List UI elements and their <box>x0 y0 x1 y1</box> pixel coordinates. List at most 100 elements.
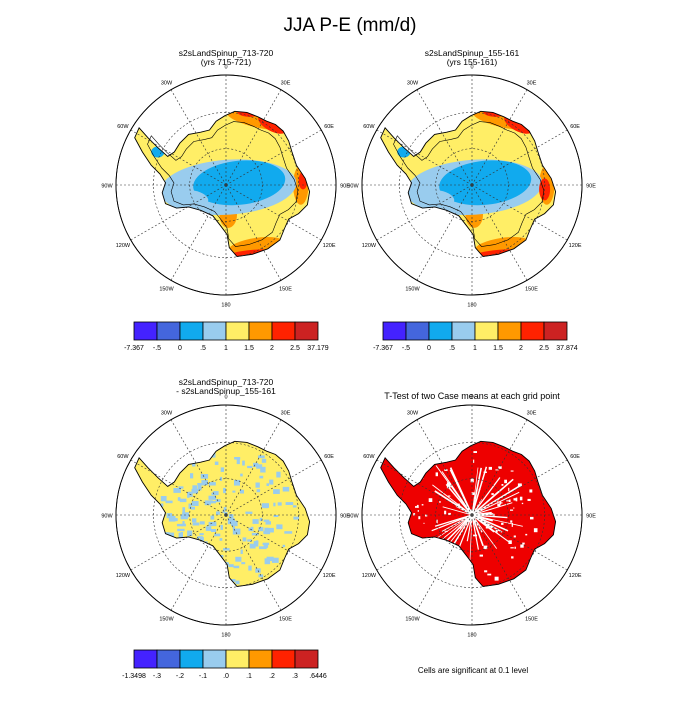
ttest-nonsignificant-cell <box>510 547 514 549</box>
cb3-tick-label: .0 <box>223 673 229 680</box>
diff-title-line: s2sLandSpinup_713-720 <box>179 377 274 387</box>
cb3-color-box <box>156 649 181 669</box>
ttest-nonsignificant-cell <box>501 484 504 486</box>
diff-low-cell <box>160 496 167 502</box>
diff-low-cell <box>211 500 217 504</box>
case1-lon-label: 120E <box>323 243 336 249</box>
case2-lon-label: 30E <box>527 80 537 86</box>
cb1-tick-label: 37.179 <box>307 345 329 352</box>
diff-low-cell <box>187 530 193 537</box>
case1-contour-line <box>147 121 299 247</box>
ttest-nonsignificant-cell <box>510 470 514 472</box>
ttest-lon-label: 30E <box>527 410 537 416</box>
ttest-nonsignificant-cell <box>498 466 502 469</box>
ttest-nonsignificant-cell <box>457 503 460 507</box>
cb3-tick-label: .3 <box>292 673 298 680</box>
cb3-tick-label: -.1 <box>199 673 207 680</box>
case2-lon-label: 0 <box>470 65 473 71</box>
case1-lon-label: 120W <box>116 243 131 249</box>
diff-low-cell <box>192 522 200 526</box>
cb1-color-box <box>156 321 181 341</box>
ttest-nonsignificant-cell <box>417 505 419 508</box>
case1-lon-label: 30W <box>161 80 173 86</box>
ttest-nonsignificant-cell <box>439 501 441 503</box>
diff-low-cell <box>216 511 220 515</box>
diff-low-cell <box>234 457 241 460</box>
ttest-nonsignificant-cell <box>435 472 438 477</box>
diff-low-cell <box>256 489 261 493</box>
cb2-color-box <box>497 321 522 341</box>
diff-low-cell <box>204 500 211 506</box>
case2-lon-label: 180 <box>467 303 476 309</box>
diff-map-border <box>115 404 337 626</box>
diff-low-cell <box>284 531 293 534</box>
diff-low-cell <box>182 507 186 513</box>
diff-low-cell <box>232 490 236 493</box>
diff-title-line: - s2sLandSpinup_155-161 <box>176 386 276 396</box>
ttest-nonsignificant-cell <box>517 483 522 487</box>
ttest-nonsignificant-cell <box>511 523 513 527</box>
diff-low-cell <box>250 526 254 532</box>
ttest-nonsignificant-cell <box>473 459 475 463</box>
diff-low-cell <box>191 501 199 506</box>
ttest-nonsignificant-cell <box>508 540 512 544</box>
ttest-nonsignificant-cell <box>471 491 520 516</box>
diff-low-cell <box>230 579 236 582</box>
case1-lon-label: 90E <box>340 184 350 190</box>
cb2-color-box <box>405 321 430 341</box>
diff-low-cell <box>200 537 204 543</box>
diff-low-cell <box>182 521 185 526</box>
diff-low-cell <box>236 459 240 465</box>
diff-low-cell <box>277 502 282 506</box>
diff-coastline <box>134 440 311 587</box>
cb2-tick-label: 1 <box>473 345 477 352</box>
diff-low-cell <box>210 515 215 520</box>
diff-low-cell <box>273 502 276 507</box>
ttest-nonsignificant-cell <box>458 527 462 529</box>
ttest-map-border <box>361 404 583 626</box>
diff-low-cell <box>292 505 297 508</box>
ttest-nonsignificant-cell <box>533 528 538 533</box>
ttest-nonsignificant-cell <box>471 466 488 516</box>
ttest-nonsignificant-cell <box>473 451 477 453</box>
ttest-nonsignificant-cell <box>417 510 419 512</box>
diff-low-cell <box>178 486 184 489</box>
footnote: Cells are significant at 0.1 level <box>418 666 529 675</box>
ttest-lon-label: 60W <box>363 454 375 460</box>
diff-low-cell <box>269 479 274 485</box>
case1-lon-label: 150W <box>159 287 174 293</box>
diff-low-cell <box>223 487 226 494</box>
ttest-nonsignificant-cell <box>428 498 433 502</box>
diff-low-cell <box>245 511 253 514</box>
ttest-nonsignificant-cell <box>488 466 492 470</box>
ttest-nonsignificant-cell <box>495 469 499 471</box>
diff-low-cell <box>199 533 204 536</box>
ttest-nonsignificant-cell <box>447 484 451 487</box>
ttest-nonsignificant-cell <box>471 514 484 547</box>
diff-low-cell <box>259 546 267 550</box>
diff-low-cell <box>170 532 175 539</box>
cb3-tick-label: -.2 <box>176 673 184 680</box>
case1-low-region <box>193 160 286 206</box>
diff-low-cell <box>197 536 203 539</box>
ttest-nonsignificant-cell <box>471 514 508 519</box>
case1-title-line: (yrs 715-721) <box>201 57 252 67</box>
diff-low-cell <box>282 544 286 548</box>
case2-contour-line <box>393 121 545 247</box>
diff-low-cell <box>260 466 266 473</box>
ttest-nonsignificant-cell <box>471 477 501 516</box>
ttest-nonsignificant-cell <box>434 490 473 516</box>
ttest-nonsignificant-cell <box>496 500 499 502</box>
diff-low-cell <box>265 521 271 525</box>
diff-low-cell <box>211 529 217 532</box>
cb1-color-box <box>202 321 227 341</box>
ttest-nonsignificant-cell <box>444 469 448 471</box>
cb2-color-box <box>543 321 568 341</box>
ttest-nonsignificant-cell <box>471 502 513 516</box>
ttest-nonsignificant-cell <box>508 499 511 502</box>
cb2-tick-label: 2 <box>519 345 523 352</box>
ttest-nonsignificant-cell <box>499 501 501 505</box>
diff-lon-label: 120W <box>116 573 131 579</box>
case2-title-line: s2sLandSpinup_155-161 <box>425 48 520 58</box>
case2-map-border <box>361 74 583 296</box>
